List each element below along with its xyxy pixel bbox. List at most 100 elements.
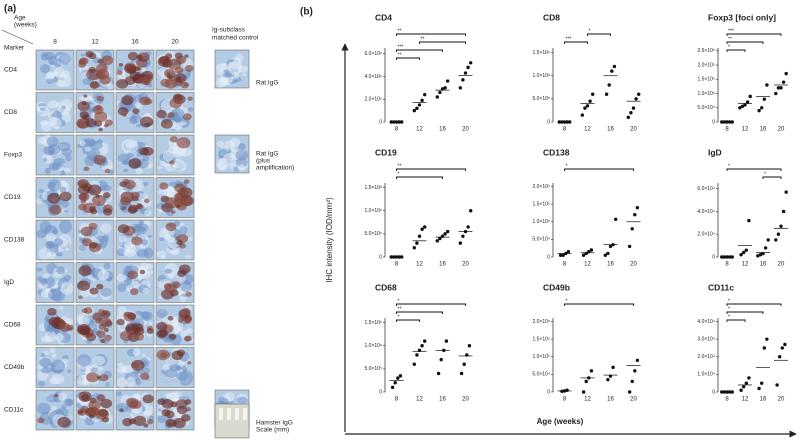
image-texture <box>56 58 61 63</box>
chart-title: CD68 <box>375 282 397 292</box>
data-point <box>766 238 770 242</box>
marker-label: IgD <box>4 279 14 286</box>
image-stain <box>158 56 170 65</box>
data-point <box>588 99 592 103</box>
control-label: Rat IgG <box>256 80 278 87</box>
data-point <box>585 104 590 108</box>
age-label: 16 <box>131 39 139 46</box>
image-texture <box>123 248 137 257</box>
image-texture <box>51 405 57 411</box>
image-texture <box>185 328 194 334</box>
image-stain <box>98 408 109 417</box>
image-texture <box>59 186 67 193</box>
significance-bracket <box>726 168 782 171</box>
image-stain <box>143 198 150 204</box>
tissue-image <box>35 347 75 388</box>
data-point <box>633 213 637 217</box>
image-texture <box>79 140 86 147</box>
y-axis-label: IHC intensity (IOD/mm²) <box>325 197 334 283</box>
data-point <box>603 253 607 257</box>
image-stain <box>183 179 190 184</box>
image-stain <box>156 330 167 339</box>
y-tick-label: 1.5×10⁵ <box>697 77 715 83</box>
tissue-image <box>35 389 75 431</box>
data-point <box>561 253 565 257</box>
image-stain <box>164 68 176 79</box>
y-tick-label: 1.5×10⁵ <box>532 201 550 207</box>
image-texture <box>45 330 57 343</box>
image-stain <box>118 62 124 67</box>
image-stain <box>104 334 112 342</box>
significance-label: * <box>728 306 730 312</box>
y-tick-label: 0 <box>547 254 550 260</box>
data-point <box>446 79 450 83</box>
image-texture <box>65 247 70 251</box>
tissue-image <box>155 262 195 303</box>
image-stain <box>187 96 193 101</box>
data-point <box>469 209 473 213</box>
image-stain <box>102 192 111 199</box>
data-point <box>412 108 416 113</box>
data-point <box>779 224 783 228</box>
marker-label: CD8 <box>4 109 17 116</box>
data-point <box>467 344 472 348</box>
y-tick-label: 1.0×10⁵ <box>532 219 550 225</box>
image-texture <box>162 364 170 372</box>
image-texture <box>157 68 166 77</box>
image-texture <box>157 414 167 424</box>
significance-label: ** <box>398 306 402 312</box>
significance-label: *** <box>728 28 734 34</box>
data-point <box>583 106 587 110</box>
data-point <box>463 71 468 75</box>
image-stain <box>167 74 173 80</box>
image-stain <box>100 339 106 344</box>
control-label: Hamster IgG <box>256 420 293 427</box>
marker-header: Marker <box>4 45 25 52</box>
image-texture <box>51 353 57 359</box>
image-texture <box>84 146 92 152</box>
significance-label: * <box>728 298 730 304</box>
x-tick-label: 12 <box>742 127 749 133</box>
image-stain <box>132 108 140 114</box>
image-stain <box>128 158 142 169</box>
data-point <box>744 381 748 385</box>
significance-label: * <box>728 44 730 50</box>
data-point <box>634 97 638 101</box>
marker-label: CD138 <box>4 237 25 244</box>
y-tick-label: 1.0×10⁴ <box>697 372 715 378</box>
image-texture <box>66 369 72 373</box>
data-point <box>740 104 745 109</box>
data-point <box>747 376 751 380</box>
data-point <box>742 250 746 255</box>
image-stain <box>142 146 154 156</box>
image-stain <box>49 204 62 215</box>
y-tick-label: 1.0×10⁶ <box>365 208 383 214</box>
image-stain <box>176 76 182 81</box>
significance-label: ** <box>398 163 402 169</box>
x-tick-label: 12 <box>742 262 749 268</box>
data-point <box>396 376 400 380</box>
image-texture <box>100 288 112 297</box>
image-texture <box>46 240 54 246</box>
data-point <box>760 106 764 110</box>
image-texture <box>42 273 50 279</box>
image-stain <box>119 330 133 341</box>
image-stain <box>121 205 127 211</box>
tissue-image <box>35 262 75 303</box>
image-stain <box>142 394 154 404</box>
image-texture <box>39 107 46 111</box>
image-texture <box>143 367 150 374</box>
image-texture <box>136 124 142 128</box>
x-tick-label: 20 <box>630 262 637 268</box>
image-stain <box>116 318 125 326</box>
image-texture <box>184 281 189 285</box>
image-stain <box>127 52 139 61</box>
data-point <box>606 251 610 256</box>
x-tick-label: 20 <box>778 262 785 268</box>
tissue-image <box>75 389 115 431</box>
image-texture <box>41 120 52 132</box>
significance-bracket <box>396 303 466 306</box>
image-stain <box>129 288 139 296</box>
image-stain <box>88 222 98 230</box>
image-texture <box>103 262 111 270</box>
